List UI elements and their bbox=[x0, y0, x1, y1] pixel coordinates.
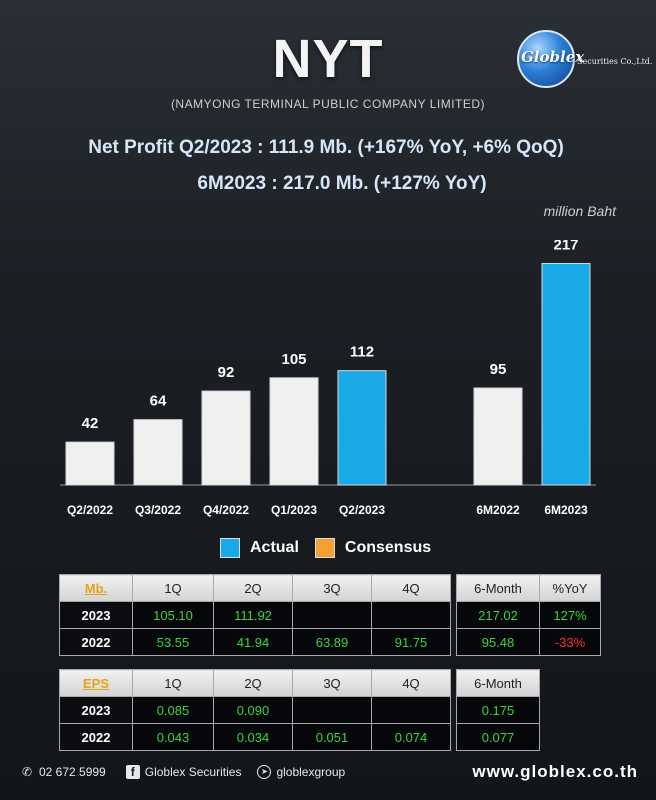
six-month-cell: 217.02 bbox=[456, 601, 540, 629]
header-cell: 3Q bbox=[292, 669, 372, 697]
x-tick-label: 6M2023 bbox=[544, 503, 588, 517]
data-label: 217 bbox=[553, 240, 578, 253]
value-cell: 0.034 bbox=[213, 723, 293, 751]
x-tick-label: Q4/2022 bbox=[203, 503, 249, 517]
table-row: 0.175 bbox=[456, 696, 540, 724]
legend-swatch-actual bbox=[220, 538, 240, 558]
x-tick-label: Q1/2023 bbox=[271, 503, 317, 517]
header-cell: 4Q bbox=[371, 669, 451, 697]
legend-swatch-consensus bbox=[314, 538, 335, 558]
table-corner-mb: Mb. bbox=[59, 574, 133, 602]
data-label: 112 bbox=[350, 344, 374, 361]
header-cell: 1Q bbox=[132, 574, 214, 602]
data-label: 64 bbox=[150, 393, 167, 410]
header-cell-6month: 6-Month bbox=[456, 574, 540, 602]
unit-label: million Baht bbox=[543, 203, 616, 219]
value-cell: 63.89 bbox=[292, 628, 372, 656]
data-label: 95 bbox=[490, 361, 507, 378]
page-title: NYT bbox=[272, 29, 384, 89]
row-year: 2023 bbox=[59, 696, 133, 724]
value-cell: 0.051 bbox=[292, 723, 372, 751]
legend-label-consensus: Consensus bbox=[344, 539, 432, 556]
header-cell: 4Q bbox=[371, 574, 451, 602]
eps-quarter-table: EPS 1Q 2Q 3Q 4Q 2023 0.085 0.090 2022 0.… bbox=[59, 669, 451, 751]
headline-quarter: Net Profit Q2/2023 : 111.9 Mb. (+167% Yo… bbox=[88, 137, 564, 158]
footer: ✆ 02 672 5999 f Globlex Securities ➤ glo… bbox=[0, 758, 656, 786]
net-profit-quarter-table: Mb. 1Q 2Q 3Q 4Q 2023 105.10 111.92 2022 … bbox=[59, 574, 451, 656]
logo-name: Globlex bbox=[521, 48, 585, 66]
bar-Q4/2022 bbox=[201, 390, 251, 486]
value-cell: 0.074 bbox=[371, 723, 451, 751]
header-cell: 3Q bbox=[292, 574, 372, 602]
header-cell: 1Q bbox=[132, 669, 214, 697]
value-cell: 41.94 bbox=[213, 628, 293, 656]
six-month-cell: 95.48 bbox=[456, 628, 540, 656]
x-tick-label: Q2/2023 bbox=[339, 503, 385, 517]
value-cell: 0.090 bbox=[213, 696, 293, 724]
value-cell bbox=[292, 601, 372, 629]
bar-6M2022 bbox=[473, 387, 523, 486]
globlex-logo: Globlex Securities Co.,Ltd. bbox=[517, 30, 652, 88]
value-cell: 53.55 bbox=[132, 628, 214, 656]
table-row: 2022 0.043 0.034 0.051 0.074 bbox=[59, 723, 451, 751]
row-year: 2023 bbox=[59, 601, 133, 629]
table-row: 0.077 bbox=[456, 723, 540, 751]
row-year: 2022 bbox=[59, 723, 133, 751]
table-row: 217.02 127% bbox=[456, 601, 601, 629]
value-cell: 105.10 bbox=[132, 601, 214, 629]
row-year: 2022 bbox=[59, 628, 133, 656]
bar-Q1/2023 bbox=[269, 377, 319, 486]
facebook-icon: f bbox=[125, 765, 140, 779]
value-cell bbox=[292, 696, 372, 724]
legend-item-actual: Actual bbox=[220, 538, 299, 558]
value-cell: 91.75 bbox=[371, 628, 451, 656]
x-tick-label: Q3/2022 bbox=[135, 503, 181, 517]
legend-item-consensus: Consensus bbox=[314, 538, 432, 558]
x-tick-label: Q2/2022 bbox=[67, 503, 113, 517]
six-month-cell: 0.077 bbox=[456, 723, 540, 751]
net-profit-summary-table: 6-Month %YoY 217.02 127% 95.48 -33% bbox=[456, 574, 601, 656]
data-label: 42 bbox=[82, 415, 99, 432]
value-cell: 111.92 bbox=[213, 601, 293, 629]
table-row: 2022 53.55 41.94 63.89 91.75 bbox=[59, 628, 451, 656]
footer-website[interactable]: www.globlex.co.th bbox=[472, 762, 638, 781]
value-cell: 0.043 bbox=[132, 723, 214, 751]
value-cell bbox=[371, 696, 451, 724]
globe-icon bbox=[517, 30, 575, 88]
footer-telegram[interactable]: globlexgroup bbox=[276, 765, 346, 779]
bar-Q2/2023 bbox=[337, 370, 387, 486]
chart-legend: Actual Consensus bbox=[220, 536, 447, 560]
table-row: 2023 105.10 111.92 bbox=[59, 601, 451, 629]
company-fullname: (NAMYONG TERMINAL PUBLIC COMPANY LIMITED… bbox=[170, 97, 486, 111]
header-cell-6month: 6-Month bbox=[456, 669, 540, 697]
table-corner-eps: EPS bbox=[59, 669, 133, 697]
net-profit-bar-chart: 42 Q2/2022 64 Q3/2022 92 Q4/2022 105 Q1/2023 112… bbox=[60, 240, 596, 517]
header-cell-yoy: %YoY bbox=[539, 574, 601, 602]
headline-halfyear: 6M2023 : 217.0 Mb. (+127% YoY) bbox=[197, 173, 487, 194]
header-cell: 2Q bbox=[213, 574, 293, 602]
logo-suffix: Securities Co.,Ltd. bbox=[577, 57, 653, 66]
value-cell: 0.085 bbox=[132, 696, 214, 724]
bar-Q3/2022 bbox=[133, 419, 183, 486]
eps-summary-table: 6-Month 0.175 0.077 bbox=[456, 669, 540, 751]
telegram-icon: ➤ bbox=[257, 765, 272, 779]
table-row: 2023 0.085 0.090 bbox=[59, 696, 451, 724]
yoy-cell: 127% bbox=[539, 601, 601, 629]
bar-Q2/2022 bbox=[65, 441, 115, 486]
six-month-cell: 0.175 bbox=[456, 696, 540, 724]
data-label: 105 bbox=[281, 351, 306, 368]
phone-icon: ✆ bbox=[21, 765, 33, 779]
value-cell bbox=[371, 601, 451, 629]
legend-label-actual: Actual bbox=[250, 539, 299, 556]
footer-phone: 02 672 5999 bbox=[39, 765, 106, 779]
data-label: 92 bbox=[218, 364, 235, 381]
x-tick-label: 6M2022 bbox=[476, 503, 520, 517]
table-row: 95.48 -33% bbox=[456, 628, 601, 656]
yoy-cell: -33% bbox=[539, 628, 601, 656]
header-cell: 2Q bbox=[213, 669, 293, 697]
footer-facebook[interactable]: Globlex Securities bbox=[144, 765, 242, 779]
bar-6M2023 bbox=[541, 262, 591, 486]
